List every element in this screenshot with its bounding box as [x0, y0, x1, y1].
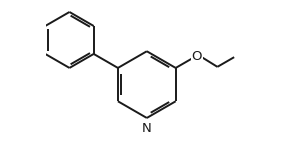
Text: O: O	[191, 50, 202, 63]
Text: N: N	[142, 122, 152, 135]
